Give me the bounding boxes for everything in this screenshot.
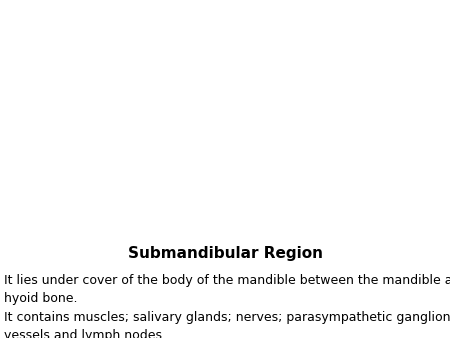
Text: Submandibular Region: Submandibular Region [127,246,323,261]
Text: vessels and lymph nodes.: vessels and lymph nodes. [4,330,166,338]
Text: It lies under cover of the body of the mandible between the mandible and the: It lies under cover of the body of the m… [4,274,450,287]
Text: It contains muscles; salivary glands; nerves; parasympathetic ganglion; blood: It contains muscles; salivary glands; ne… [4,311,450,324]
Text: hyoid bone.: hyoid bone. [4,292,78,305]
